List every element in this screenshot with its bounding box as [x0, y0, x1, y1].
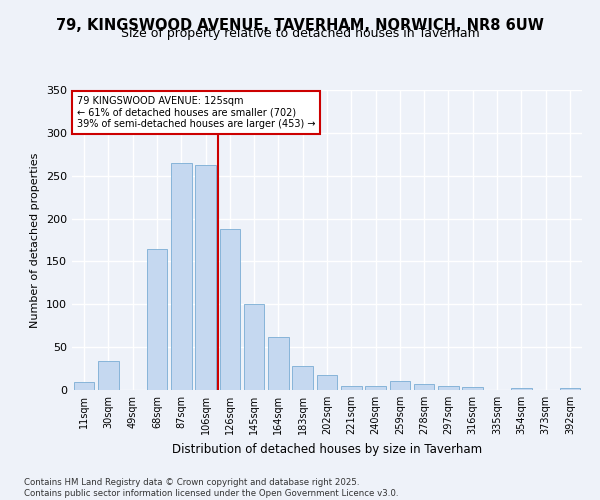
- Bar: [414, 384, 434, 390]
- Bar: [463, 386, 483, 390]
- Bar: [220, 229, 240, 390]
- Bar: [389, 380, 410, 390]
- Y-axis label: Number of detached properties: Number of detached properties: [31, 152, 40, 328]
- Text: 79 KINGSWOOD AVENUE: 125sqm
← 61% of detached houses are smaller (702)
39% of se: 79 KINGSWOOD AVENUE: 125sqm ← 61% of det…: [77, 96, 316, 129]
- Bar: [511, 388, 532, 390]
- X-axis label: Distribution of detached houses by size in Taverham: Distribution of detached houses by size …: [172, 442, 482, 456]
- Bar: [560, 388, 580, 390]
- Bar: [341, 386, 362, 390]
- Bar: [74, 382, 94, 390]
- Bar: [317, 374, 337, 390]
- Bar: [365, 386, 386, 390]
- Bar: [195, 166, 216, 390]
- Bar: [268, 337, 289, 390]
- Text: 79, KINGSWOOD AVENUE, TAVERHAM, NORWICH, NR8 6UW: 79, KINGSWOOD AVENUE, TAVERHAM, NORWICH,…: [56, 18, 544, 32]
- Bar: [98, 361, 119, 390]
- Text: Size of property relative to detached houses in Taverham: Size of property relative to detached ho…: [121, 28, 479, 40]
- Bar: [244, 304, 265, 390]
- Bar: [171, 163, 191, 390]
- Bar: [438, 386, 459, 390]
- Text: Contains HM Land Registry data © Crown copyright and database right 2025.
Contai: Contains HM Land Registry data © Crown c…: [24, 478, 398, 498]
- Bar: [146, 248, 167, 390]
- Bar: [292, 366, 313, 390]
